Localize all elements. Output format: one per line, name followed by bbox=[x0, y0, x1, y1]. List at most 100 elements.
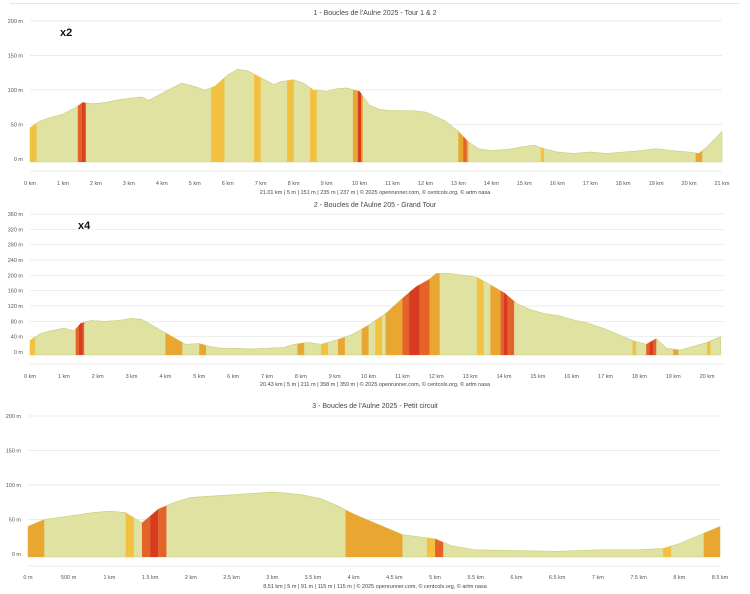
x-tick-label: 6 km bbox=[511, 575, 523, 581]
profile-panel-1: 1 - Boucles de l'Aulne 2025 - Tour 1 & 2… bbox=[0, 0, 750, 200]
y-tick-label: 160 m bbox=[8, 289, 24, 295]
x-tick-label: 12 km bbox=[418, 181, 433, 187]
x-tick-label: 0 km bbox=[24, 181, 36, 187]
x-tick-label: 6 km bbox=[227, 374, 239, 380]
elevation-chart-1: 0 m 50 m 100 m 150 m 200 m 0 km 1 km 2 km 3 km 4 … bbox=[8, 19, 730, 187]
gradient-segment bbox=[435, 538, 444, 557]
x-tick-label: 7 km bbox=[255, 181, 267, 187]
gradient-segment bbox=[30, 123, 37, 162]
x-tick-label: 7 km bbox=[261, 374, 273, 380]
x-tick-label: 5.5 km bbox=[468, 575, 485, 581]
gradient-segment bbox=[79, 322, 83, 355]
gradient-segment bbox=[476, 277, 484, 355]
x-tick-label: 16 km bbox=[550, 181, 565, 187]
gradient-segment bbox=[310, 87, 317, 162]
x-tick-label: 0 km bbox=[24, 374, 36, 380]
gradient-segment bbox=[357, 90, 362, 162]
chart-footer: 20.43 km | 5 m | 211 m | 358 m | 359 m |… bbox=[259, 382, 491, 388]
gradient-segment bbox=[703, 526, 720, 557]
x-tick-label: 6 km bbox=[222, 181, 234, 187]
x-tick-label: 2 km bbox=[92, 374, 104, 380]
x-tick-label: 20 km bbox=[682, 181, 697, 187]
gradient-segment bbox=[125, 512, 134, 557]
x-tick-label: 1 km bbox=[103, 575, 115, 581]
x-tick-label: 2.5 km bbox=[223, 575, 240, 581]
y-tick-label: 200 m bbox=[8, 19, 24, 25]
y-tick-label: 120 m bbox=[8, 304, 24, 310]
x-tick-label: 4 km bbox=[348, 575, 360, 581]
x-tick-label: 8 km bbox=[673, 575, 685, 581]
x-tick-label: 3.5 km bbox=[305, 575, 322, 581]
y-tick-label: 240 m bbox=[8, 258, 24, 264]
profile-panel-2: 2 - Boucles de l'Aulne 205 - Grand Tour … bbox=[8, 202, 724, 388]
x-tick-label: 18 km bbox=[632, 374, 647, 380]
x-tick-label: 3 km bbox=[266, 575, 278, 581]
chart-footer: 8.51 km | 5 m | 91 m | 115 m | 115 m | ©… bbox=[263, 584, 487, 590]
x-tick-label: 1 km bbox=[58, 374, 70, 380]
gradient-segment bbox=[254, 74, 261, 162]
gradient-segment bbox=[490, 284, 501, 355]
x-tick-label: 2 km bbox=[185, 575, 197, 581]
y-tick-label: 50 m bbox=[11, 123, 24, 129]
x-tick-label: 19 km bbox=[649, 181, 664, 187]
gradient-segment bbox=[150, 509, 159, 557]
gradient-segment bbox=[540, 147, 545, 162]
y-tick-label: 40 m bbox=[11, 335, 24, 341]
gradient-segment bbox=[321, 342, 328, 355]
gradient-segment bbox=[345, 509, 403, 557]
x-tick-label: 8 km bbox=[288, 181, 300, 187]
x-tick-label: 11 km bbox=[395, 374, 410, 380]
gradient-segment bbox=[409, 284, 420, 355]
x-tick-label: 9 km bbox=[329, 374, 341, 380]
x-tick-label: 4 km bbox=[156, 181, 168, 187]
y-tick-label: 50 m bbox=[9, 518, 22, 524]
y-tick-label: 200 m bbox=[8, 273, 24, 279]
x-tick-label: 13 km bbox=[463, 374, 478, 380]
x-tick-label: 2 km bbox=[90, 181, 102, 187]
gradient-segment bbox=[385, 298, 403, 355]
y-tick-label: 80 m bbox=[11, 319, 24, 325]
y-tick-label: 360 m bbox=[8, 212, 24, 218]
x-tick-label: 3 km bbox=[126, 374, 138, 380]
x-tick-label: 3 km bbox=[123, 181, 135, 187]
x-tick-label: 17 km bbox=[598, 374, 613, 380]
gradient-segment bbox=[649, 340, 653, 355]
gradient-segment bbox=[297, 342, 305, 355]
gradient-segment bbox=[695, 150, 703, 162]
y-tick-label: 200 m bbox=[6, 414, 22, 420]
x-tick-label: 20 km bbox=[700, 374, 715, 380]
x-tick-label: 13 km bbox=[451, 181, 466, 187]
x-tick-label: 5 km bbox=[429, 575, 441, 581]
gradient-segment bbox=[673, 349, 679, 355]
gradient-segment bbox=[503, 292, 508, 355]
x-tick-label: 15 km bbox=[517, 181, 532, 187]
gradient-segment bbox=[28, 519, 45, 557]
x-tick-label: 11 km bbox=[385, 181, 400, 187]
gradient-segment bbox=[287, 79, 294, 162]
x-tick-label: 5 km bbox=[193, 374, 205, 380]
gradient-segment bbox=[707, 340, 711, 355]
x-tick-label: 17 km bbox=[583, 181, 598, 187]
y-tick-label: 100 m bbox=[6, 483, 22, 489]
x-tick-label: 1 km bbox=[57, 181, 69, 187]
lap-multiplier: x2 bbox=[60, 27, 73, 39]
gradient-segment bbox=[663, 546, 672, 557]
gradient-segment bbox=[338, 337, 345, 355]
gradient-segment bbox=[375, 315, 383, 355]
y-tick-label: 0 m bbox=[12, 552, 22, 558]
x-tick-label: 16 km bbox=[564, 374, 579, 380]
y-tick-label: 100 m bbox=[8, 88, 24, 94]
y-tick-label: 0 m bbox=[14, 157, 24, 163]
x-tick-label: 21 km bbox=[715, 181, 730, 187]
elevation-area bbox=[29, 68, 723, 163]
x-tick-label: 5 km bbox=[189, 181, 201, 187]
gradient-segment bbox=[361, 325, 369, 355]
elevation-area bbox=[29, 273, 721, 356]
x-tick-label: 0 m bbox=[23, 575, 33, 581]
chart-title: 2 - Boucles de l'Aulne 205 - Grand Tour bbox=[313, 202, 437, 209]
gradient-segment bbox=[82, 102, 85, 162]
gradient-segment bbox=[632, 340, 636, 355]
y-tick-label: 320 m bbox=[8, 227, 24, 233]
